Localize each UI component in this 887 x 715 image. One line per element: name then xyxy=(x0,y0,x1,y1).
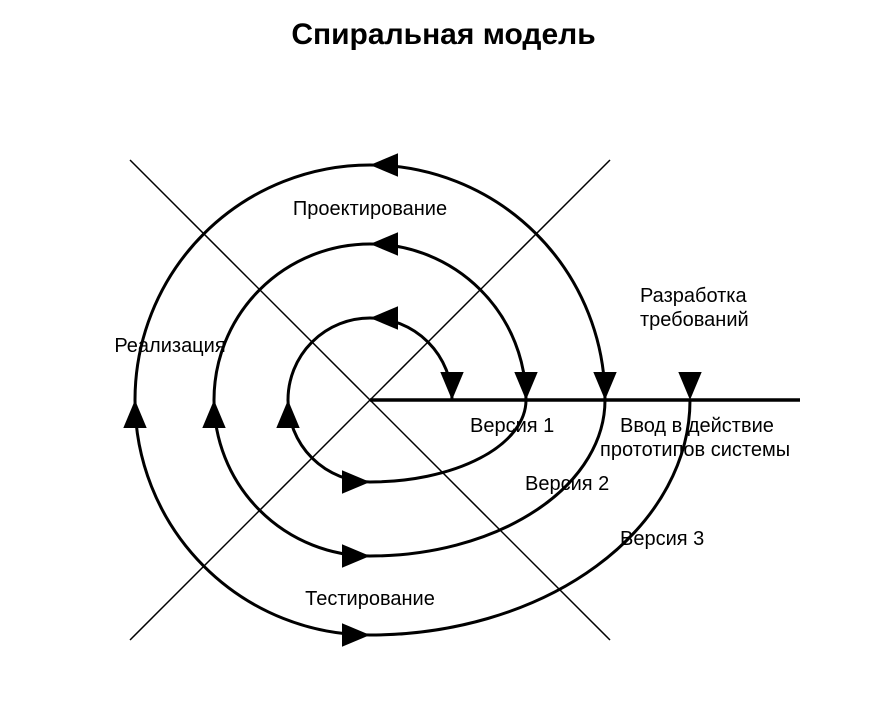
arrowhead-12 xyxy=(593,372,616,400)
arrowhead-2 xyxy=(276,400,299,428)
arrowhead-10 xyxy=(123,400,146,428)
arrowhead-11 xyxy=(342,623,370,646)
arrowhead-6 xyxy=(202,400,225,428)
page: Спиральная модель Проектирование Реализац… xyxy=(0,0,887,715)
spiral-diagram: Проектирование Реализация Тестирование Разр… xyxy=(0,70,887,710)
arrowhead-3 xyxy=(342,470,370,493)
arrowhead-9 xyxy=(370,153,398,176)
label-deploy1: Ввод в действие xyxy=(620,415,774,437)
label-requirements1: Разработка xyxy=(640,285,747,307)
arrowhead-8 xyxy=(514,372,537,400)
arrowhead-1 xyxy=(370,306,398,329)
label-deploy2: прототипов системы xyxy=(600,439,790,461)
label-version2: Версия 2 xyxy=(525,473,609,495)
arrowhead-13 xyxy=(678,372,701,400)
label-testing: Тестирование xyxy=(305,588,435,610)
arrowhead-4 xyxy=(440,372,463,400)
label-design: Проектирование xyxy=(293,198,447,220)
diagram-title: Спиральная модель xyxy=(0,18,887,52)
arrowhead-7 xyxy=(342,544,370,567)
arrowhead-5 xyxy=(370,232,398,255)
label-version3: Версия 3 xyxy=(620,528,704,550)
label-implementation: Реализация xyxy=(114,335,225,357)
label-requirements2: требований xyxy=(640,309,749,331)
label-version1: Версия 1 xyxy=(470,415,554,437)
spiral-arc-4 xyxy=(370,400,526,482)
